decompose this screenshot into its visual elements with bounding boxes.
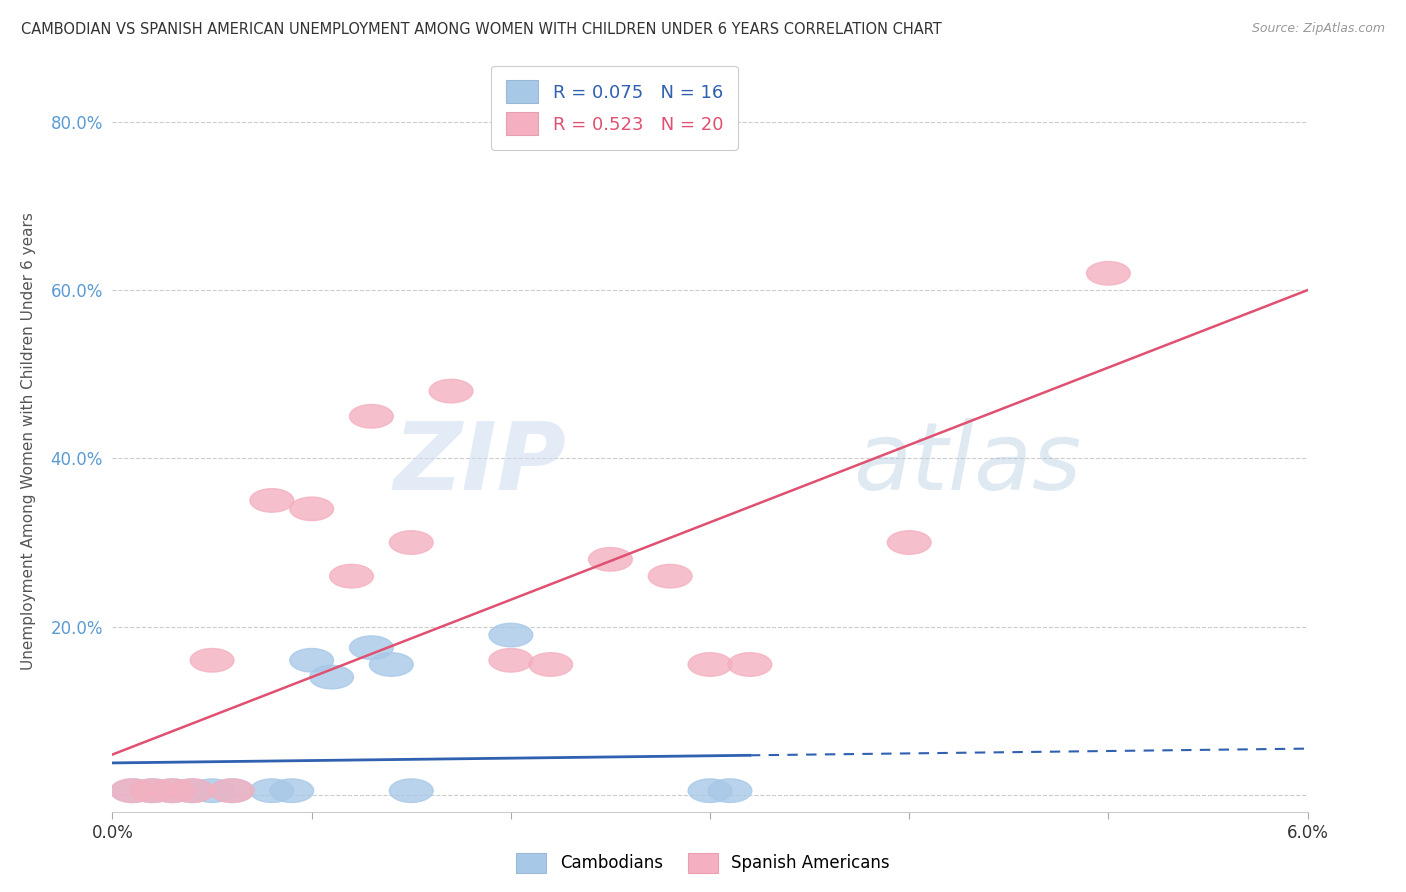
Ellipse shape: [688, 779, 733, 803]
Ellipse shape: [589, 548, 633, 571]
Ellipse shape: [170, 779, 214, 803]
Ellipse shape: [329, 565, 374, 588]
Legend: R = 0.075   N = 16, R = 0.523   N = 20: R = 0.075 N = 16, R = 0.523 N = 20: [491, 66, 738, 150]
Text: CAMBODIAN VS SPANISH AMERICAN UNEMPLOYMENT AMONG WOMEN WITH CHILDREN UNDER 6 YEA: CAMBODIAN VS SPANISH AMERICAN UNEMPLOYME…: [21, 22, 942, 37]
Ellipse shape: [309, 665, 353, 689]
Ellipse shape: [250, 779, 294, 803]
Ellipse shape: [111, 779, 155, 803]
Ellipse shape: [350, 636, 394, 659]
Ellipse shape: [648, 565, 692, 588]
Ellipse shape: [290, 497, 333, 521]
Ellipse shape: [389, 531, 433, 554]
Ellipse shape: [1087, 261, 1130, 285]
Text: ZIP: ZIP: [394, 417, 567, 509]
Ellipse shape: [350, 405, 394, 428]
Ellipse shape: [131, 779, 174, 803]
Ellipse shape: [111, 779, 155, 803]
Ellipse shape: [170, 779, 214, 803]
Ellipse shape: [370, 653, 413, 676]
Ellipse shape: [209, 779, 254, 803]
Ellipse shape: [209, 779, 254, 803]
Ellipse shape: [150, 779, 194, 803]
Ellipse shape: [688, 653, 733, 676]
Ellipse shape: [489, 624, 533, 647]
Ellipse shape: [887, 531, 931, 554]
Ellipse shape: [190, 779, 233, 803]
Text: atlas: atlas: [853, 418, 1081, 509]
Ellipse shape: [529, 653, 572, 676]
Y-axis label: Unemployment Among Women with Children Under 6 years: Unemployment Among Women with Children U…: [21, 212, 37, 671]
Ellipse shape: [150, 779, 194, 803]
Ellipse shape: [290, 648, 333, 672]
Ellipse shape: [389, 779, 433, 803]
Legend: Cambodians, Spanish Americans: Cambodians, Spanish Americans: [510, 847, 896, 880]
Ellipse shape: [429, 379, 472, 403]
Text: Source: ZipAtlas.com: Source: ZipAtlas.com: [1251, 22, 1385, 36]
Ellipse shape: [131, 779, 174, 803]
Ellipse shape: [489, 648, 533, 672]
Ellipse shape: [250, 489, 294, 512]
Ellipse shape: [270, 779, 314, 803]
Ellipse shape: [709, 779, 752, 803]
Ellipse shape: [190, 648, 233, 672]
Ellipse shape: [728, 653, 772, 676]
